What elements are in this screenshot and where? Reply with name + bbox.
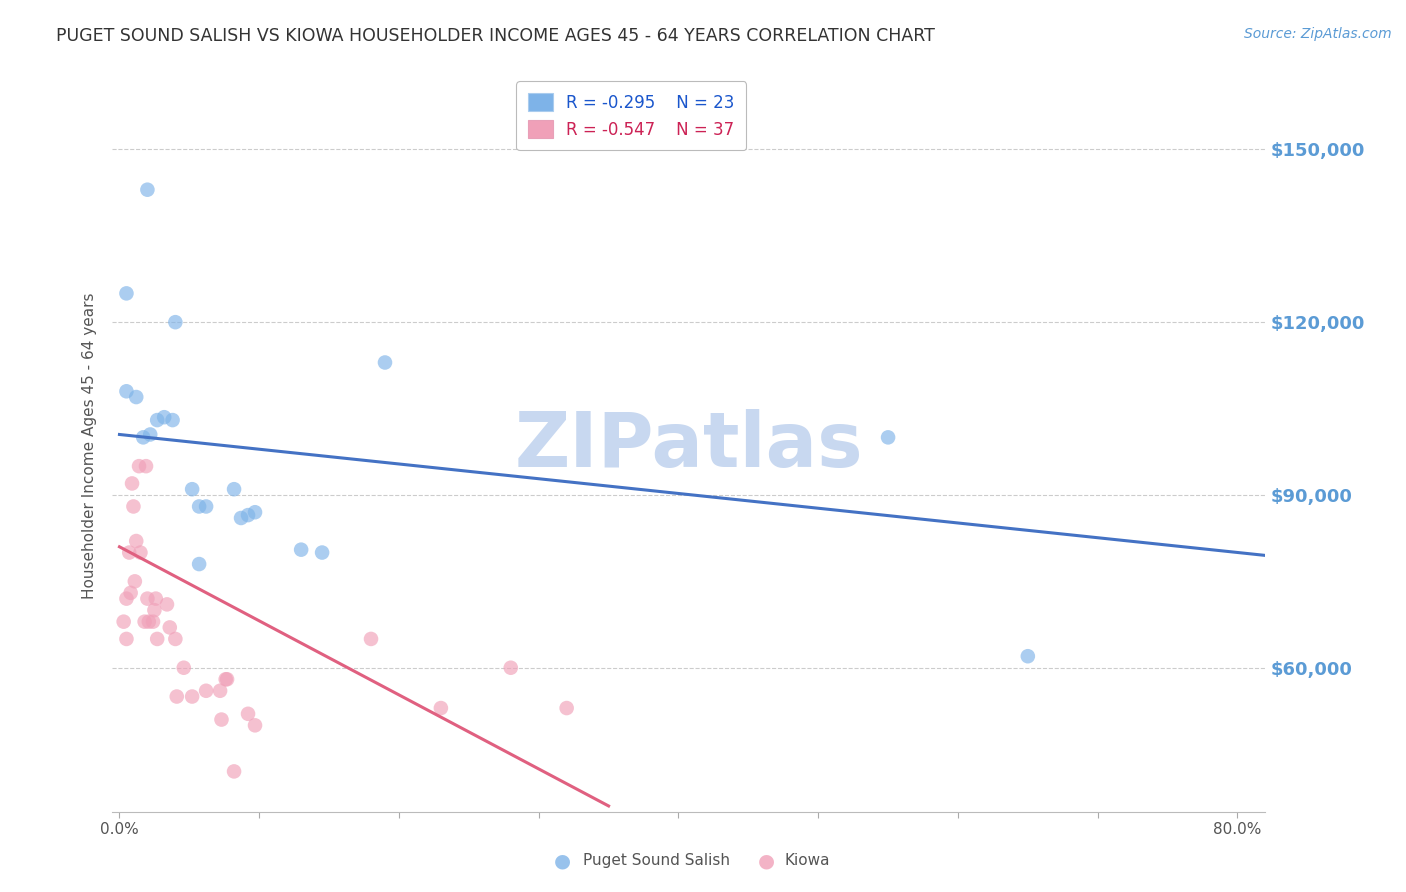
Point — [146, 413, 169, 427]
Point — [115, 632, 138, 646]
Point — [136, 591, 159, 606]
Point — [134, 615, 156, 629]
Point — [115, 384, 138, 399]
Point — [156, 598, 179, 612]
Text: ZIPatlas: ZIPatlas — [515, 409, 863, 483]
Legend: R = -0.295    N = 23, R = -0.547    N = 37: R = -0.295 N = 23, R = -0.547 N = 37 — [516, 81, 747, 150]
Text: ●: ● — [758, 851, 775, 871]
Point — [135, 459, 157, 474]
Text: PUGET SOUND SALISH VS KIOWA HOUSEHOLDER INCOME AGES 45 - 64 YEARS CORRELATION CH: PUGET SOUND SALISH VS KIOWA HOUSEHOLDER … — [56, 27, 935, 45]
Point — [311, 545, 333, 559]
Text: ●: ● — [554, 851, 571, 871]
Point — [162, 413, 184, 427]
Point — [153, 410, 176, 425]
Text: Kiowa: Kiowa — [785, 854, 830, 868]
Point — [360, 632, 382, 646]
Point — [215, 672, 238, 686]
Point — [121, 476, 143, 491]
Point — [430, 701, 453, 715]
Point — [290, 542, 312, 557]
Point — [209, 683, 232, 698]
Point — [159, 620, 181, 634]
Point — [125, 390, 148, 404]
Point — [211, 713, 233, 727]
Point — [122, 500, 145, 514]
Point — [166, 690, 188, 704]
Y-axis label: Householder Income Ages 45 - 64 years: Householder Income Ages 45 - 64 years — [82, 293, 97, 599]
Point — [143, 603, 166, 617]
Point — [236, 706, 259, 721]
Point — [142, 615, 165, 629]
Point — [165, 315, 187, 329]
Point — [124, 574, 146, 589]
Point — [374, 355, 396, 369]
Point — [181, 482, 204, 496]
Point — [229, 511, 252, 525]
Point — [132, 430, 155, 444]
Point — [139, 427, 162, 442]
Point — [112, 615, 135, 629]
Text: Puget Sound Salish: Puget Sound Salish — [583, 854, 731, 868]
Point — [165, 632, 187, 646]
Point — [128, 459, 150, 474]
Point — [1017, 649, 1039, 664]
Point — [555, 701, 578, 715]
Point — [222, 482, 245, 496]
Point — [188, 500, 211, 514]
Point — [146, 632, 169, 646]
Point — [118, 545, 141, 559]
Point — [188, 557, 211, 571]
Point — [125, 534, 148, 549]
Point — [499, 661, 522, 675]
Point — [136, 183, 159, 197]
Point — [129, 545, 152, 559]
Point — [145, 591, 167, 606]
Point — [217, 672, 239, 686]
Point — [222, 764, 245, 779]
Point — [120, 586, 142, 600]
Point — [181, 690, 204, 704]
Point — [115, 286, 138, 301]
Point — [173, 661, 195, 675]
Point — [195, 500, 218, 514]
Point — [236, 508, 259, 522]
Point — [243, 505, 266, 519]
Point — [243, 718, 266, 732]
Point — [195, 683, 218, 698]
Point — [877, 430, 900, 444]
Point — [115, 591, 138, 606]
Point — [138, 615, 160, 629]
Text: Source: ZipAtlas.com: Source: ZipAtlas.com — [1244, 27, 1392, 41]
